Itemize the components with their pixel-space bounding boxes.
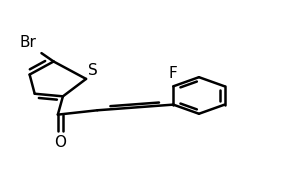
Text: F: F xyxy=(169,66,178,81)
Text: O: O xyxy=(54,135,66,150)
Text: S: S xyxy=(88,62,98,78)
Text: Br: Br xyxy=(20,35,37,50)
